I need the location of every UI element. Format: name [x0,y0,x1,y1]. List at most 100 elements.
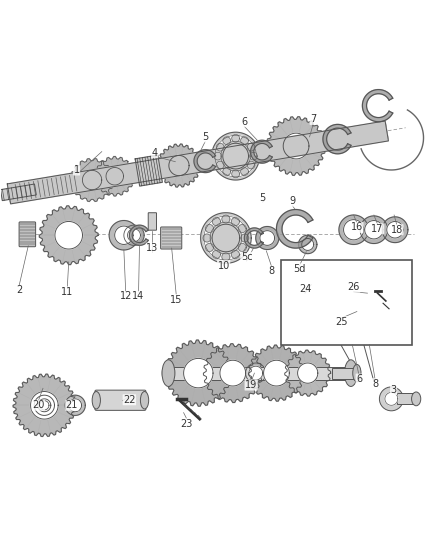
Polygon shape [212,132,260,180]
Circle shape [250,152,258,160]
Text: 12: 12 [120,292,132,301]
FancyBboxPatch shape [95,390,146,410]
Polygon shape [365,221,383,239]
Circle shape [212,217,220,225]
Circle shape [203,234,211,242]
Circle shape [231,217,240,225]
Circle shape [247,143,255,151]
Polygon shape [204,216,248,260]
Polygon shape [362,284,378,300]
Text: 13: 13 [146,243,159,253]
FancyBboxPatch shape [169,367,351,379]
Ellipse shape [412,392,421,406]
Circle shape [231,251,240,259]
Text: 19: 19 [245,380,257,390]
Text: 17: 17 [371,224,384,234]
Circle shape [241,168,248,175]
Polygon shape [212,224,240,252]
Polygon shape [220,360,246,386]
FancyBboxPatch shape [161,227,182,249]
Polygon shape [65,395,85,415]
Text: 5d: 5d [293,264,306,274]
Text: 8: 8 [372,378,378,389]
Polygon shape [169,156,189,176]
Circle shape [232,170,240,178]
Circle shape [299,279,307,288]
Polygon shape [267,117,325,175]
Polygon shape [360,216,388,244]
Polygon shape [34,395,54,415]
Circle shape [222,253,230,261]
Text: 16: 16 [351,222,363,232]
Polygon shape [215,135,256,177]
Polygon shape [256,227,279,249]
Polygon shape [244,228,263,248]
Text: 21: 21 [66,400,78,410]
Polygon shape [40,401,49,410]
Polygon shape [208,221,244,256]
Circle shape [214,152,222,160]
Polygon shape [351,295,374,318]
Circle shape [238,224,246,232]
Polygon shape [184,358,213,388]
Text: 7: 7 [310,115,316,124]
Polygon shape [115,226,133,245]
Polygon shape [13,374,76,437]
Polygon shape [165,340,231,406]
Circle shape [205,224,213,232]
Text: 3: 3 [391,385,397,394]
Polygon shape [302,238,314,251]
Text: 5: 5 [260,193,266,204]
Polygon shape [38,399,51,411]
Polygon shape [69,399,81,411]
Polygon shape [362,90,393,122]
Circle shape [291,287,300,296]
Polygon shape [260,231,275,245]
FancyBboxPatch shape [19,222,35,247]
Polygon shape [221,141,251,171]
Ellipse shape [379,387,403,411]
Ellipse shape [92,392,100,409]
Text: 14: 14 [132,292,145,301]
Text: 25: 25 [336,317,348,327]
Polygon shape [246,363,266,383]
Text: 4: 4 [152,148,158,158]
Polygon shape [264,360,290,386]
Polygon shape [127,229,141,241]
Polygon shape [251,140,272,163]
Text: 6: 6 [356,374,362,384]
Polygon shape [248,345,304,401]
Text: 6: 6 [241,117,247,127]
Polygon shape [203,344,262,402]
Polygon shape [219,140,252,173]
Polygon shape [294,282,334,322]
FancyBboxPatch shape [281,260,412,345]
Circle shape [232,134,240,142]
Polygon shape [323,124,351,154]
Polygon shape [297,363,318,383]
Text: 8: 8 [269,266,275,276]
Ellipse shape [162,360,175,386]
Text: 23: 23 [180,419,193,429]
Polygon shape [31,392,58,419]
Circle shape [247,161,255,169]
Text: 11: 11 [61,287,74,297]
Polygon shape [7,121,389,204]
Circle shape [328,287,337,296]
Circle shape [321,317,329,326]
Polygon shape [82,171,102,190]
Circle shape [288,298,297,306]
Polygon shape [387,221,403,238]
Polygon shape [296,284,332,321]
Circle shape [241,137,248,144]
Polygon shape [201,213,251,263]
Circle shape [223,168,230,175]
Ellipse shape [141,392,148,409]
Polygon shape [276,209,313,248]
Polygon shape [299,235,317,254]
Polygon shape [194,150,215,173]
Circle shape [216,143,224,151]
Polygon shape [157,144,201,187]
Circle shape [238,244,246,252]
Polygon shape [135,155,162,186]
